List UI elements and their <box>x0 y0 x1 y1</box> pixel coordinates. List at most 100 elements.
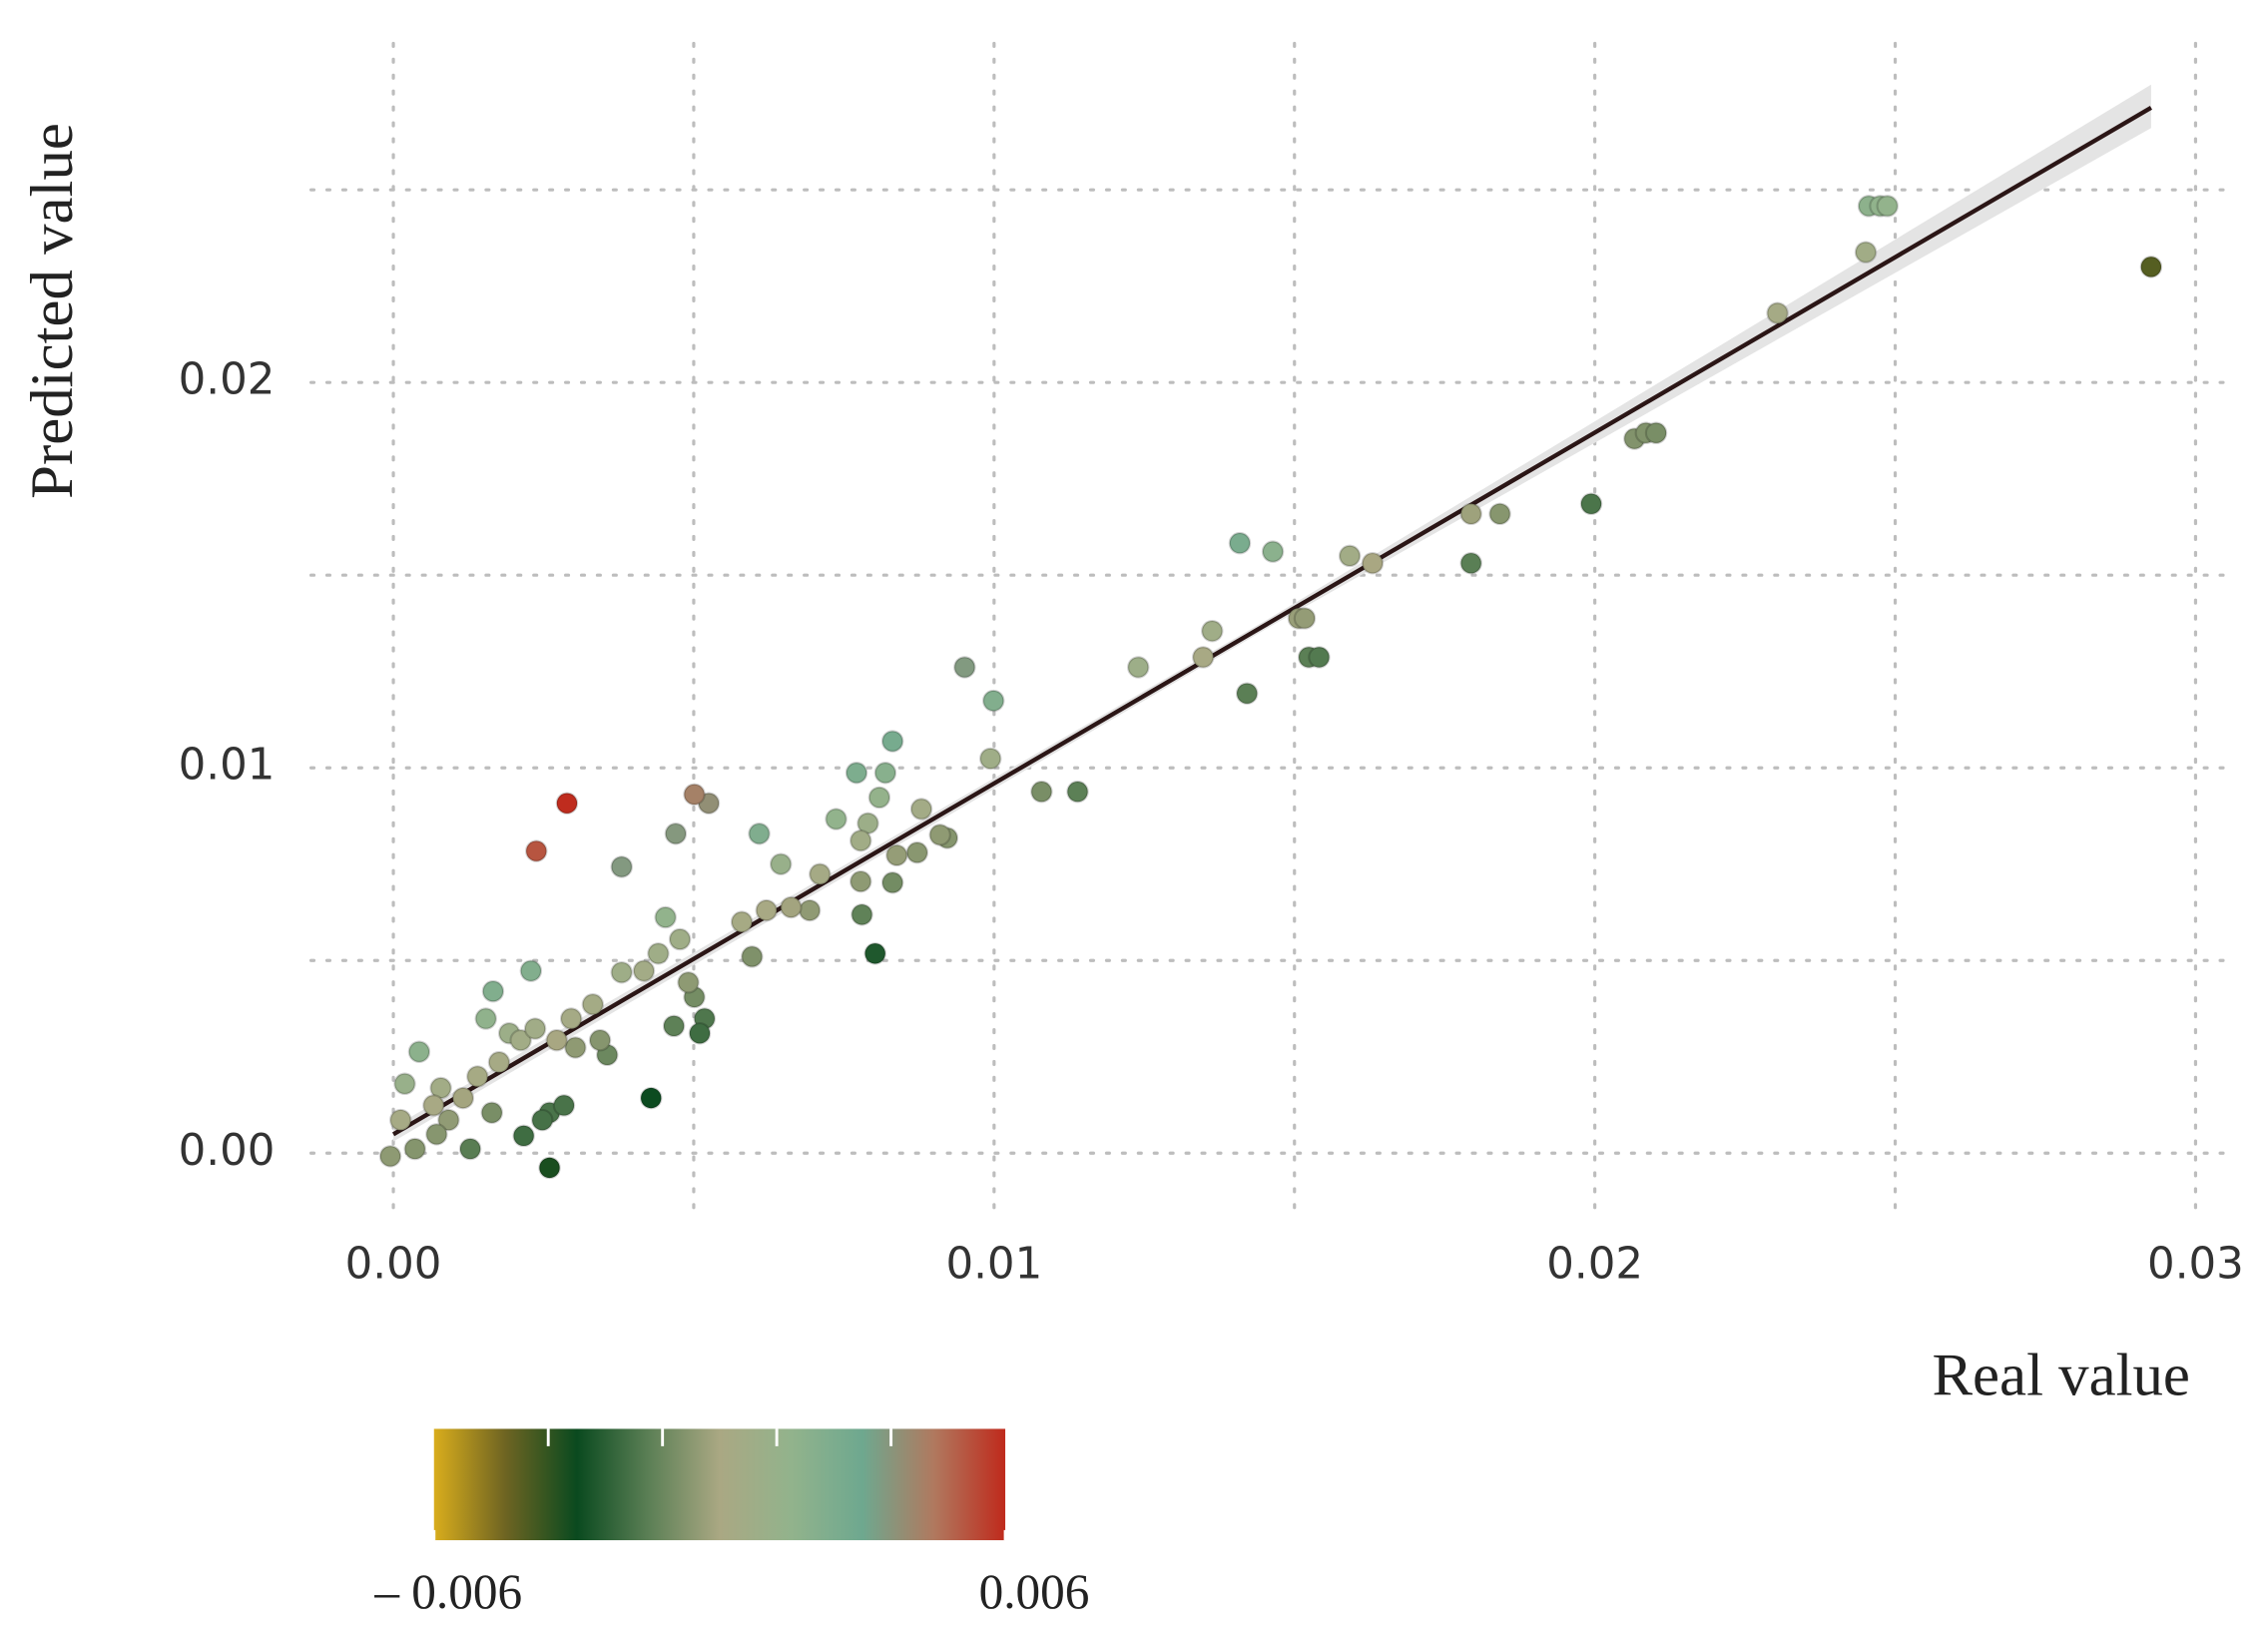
colorbar: – 0.006 0.006 <box>373 1428 1090 1619</box>
y-axis-title: Predicted value <box>19 123 86 499</box>
point <box>451 1086 475 1110</box>
point <box>1293 607 1317 630</box>
point <box>905 840 929 864</box>
point <box>856 812 879 835</box>
point <box>1361 552 1385 575</box>
point <box>953 656 976 679</box>
point <box>610 960 633 984</box>
point <box>809 862 832 886</box>
point <box>429 1076 452 1100</box>
point <box>545 1028 568 1052</box>
fit-layer <box>391 84 2153 1142</box>
point <box>422 1094 445 1117</box>
point <box>880 730 904 753</box>
point <box>664 822 688 845</box>
point <box>850 828 872 852</box>
point <box>523 1017 547 1040</box>
point <box>1338 544 1362 568</box>
point <box>780 895 803 919</box>
point <box>769 852 793 875</box>
colorbar-tick-label: 0.006 <box>979 1564 1090 1619</box>
point <box>1854 241 1878 264</box>
point <box>873 762 897 785</box>
point <box>1235 682 1259 705</box>
point <box>1766 301 1789 324</box>
point <box>850 869 872 893</box>
point <box>748 822 771 845</box>
point <box>1228 531 1252 555</box>
point <box>647 942 670 965</box>
y-tick-label: 0.02 <box>179 355 276 405</box>
point <box>798 898 822 922</box>
point <box>639 1086 663 1110</box>
point <box>407 1040 431 1063</box>
x-tick-label: 0.01 <box>945 1240 1042 1290</box>
point <box>755 898 778 922</box>
point <box>982 689 1005 713</box>
point <box>552 1094 576 1117</box>
point <box>654 905 677 929</box>
point <box>581 993 605 1016</box>
point <box>1579 492 1603 516</box>
point <box>1127 656 1150 679</box>
point <box>1308 646 1331 669</box>
point <box>730 910 754 933</box>
point <box>662 1014 686 1038</box>
point <box>1201 619 1224 643</box>
x-tick-label: 0.03 <box>2147 1240 2244 1290</box>
confidence-band <box>393 84 2151 1142</box>
point <box>1261 540 1285 563</box>
point <box>538 1156 561 1180</box>
point <box>519 959 543 982</box>
point <box>531 1108 554 1132</box>
point <box>389 1108 412 1132</box>
point <box>909 798 933 820</box>
point <box>466 1065 489 1088</box>
x-axis-title: Real value <box>1932 1343 2189 1409</box>
point <box>555 792 579 815</box>
point <box>481 979 505 1003</box>
point <box>850 903 873 926</box>
point <box>825 808 848 830</box>
y-tick-label: 0.00 <box>179 1126 276 1176</box>
point <box>393 1072 416 1096</box>
point <box>588 1028 612 1052</box>
point <box>1192 646 1215 669</box>
point <box>928 823 951 846</box>
point <box>610 855 633 878</box>
point <box>1066 780 1089 804</box>
point <box>1459 502 1482 526</box>
point <box>525 839 548 862</box>
point <box>979 747 1002 771</box>
point <box>512 1124 535 1148</box>
point <box>425 1123 448 1146</box>
point <box>688 1021 712 1045</box>
point <box>677 971 700 994</box>
y-tick-label: 0.01 <box>179 741 276 791</box>
point <box>564 1036 587 1059</box>
x-tick-label: 0.00 <box>345 1240 442 1290</box>
grid <box>309 41 2229 1217</box>
point <box>1030 780 1053 804</box>
point <box>1459 552 1482 575</box>
point <box>403 1137 426 1161</box>
point <box>378 1145 402 1168</box>
colorbar-gradient <box>433 1428 1006 1541</box>
point <box>487 1050 511 1074</box>
point <box>632 959 656 982</box>
point <box>668 927 692 951</box>
point <box>867 786 891 810</box>
point <box>845 762 868 785</box>
point <box>683 783 706 807</box>
point <box>509 1028 532 1052</box>
x-tick-label: 0.02 <box>1546 1240 1643 1290</box>
point <box>885 843 908 867</box>
point <box>741 945 764 968</box>
fit-line <box>391 106 2153 1137</box>
point <box>474 1007 497 1030</box>
point <box>1488 502 1511 526</box>
point <box>437 1108 460 1132</box>
point <box>559 1007 583 1030</box>
colorbar-tick-label: – 0.006 <box>373 1564 522 1619</box>
